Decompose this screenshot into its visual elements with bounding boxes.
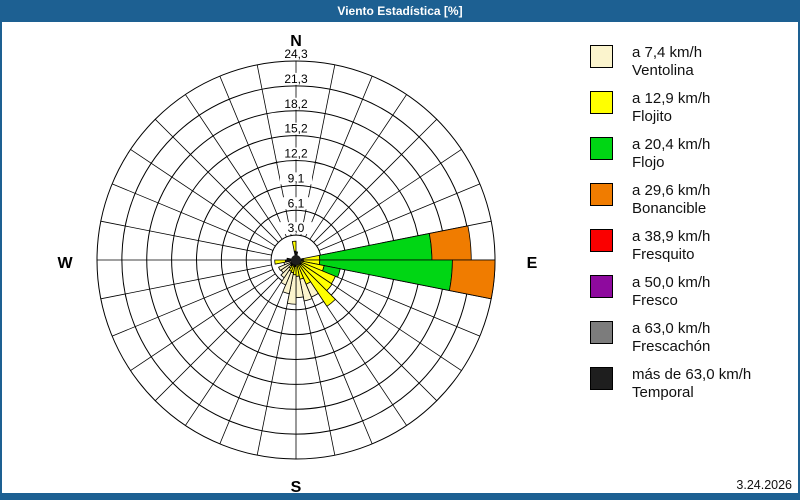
ring-tick-label: 9,1 xyxy=(288,171,305,185)
ring-tick-label: 15,2 xyxy=(284,122,308,136)
ring-tick-label: 6,1 xyxy=(288,196,305,210)
legend-swatch-flojo xyxy=(590,137,613,160)
legend-class-name: Fresquito xyxy=(632,246,695,263)
legend-label-flojito: a 12,9 km/h Flojito xyxy=(632,90,710,126)
window-title: Viento Estadística [%] xyxy=(337,4,463,18)
tick-label-backing xyxy=(280,197,312,210)
tick-label-backing xyxy=(280,172,312,185)
grid-spoke xyxy=(185,280,283,426)
legend-label-temporal: más de 63,0 km/h Temporal xyxy=(632,366,751,402)
wind-rose-chart: 3,0 6,1 9,1 12,2 15,2 18,2 21,3 24,3 N S W E xyxy=(57,33,537,493)
legend-swatch-temporal xyxy=(590,367,613,390)
legend-label-fresquito: a 38,9 km/h Fresquito xyxy=(632,228,710,264)
legend-item-flojo: a 20,4 km/h Flojo xyxy=(590,136,790,182)
compass-north-label: N xyxy=(290,33,302,50)
legend-speed-label: más de 63,0 km/h xyxy=(632,366,752,383)
rose-center-hub xyxy=(291,255,301,265)
grid-spoke xyxy=(100,220,272,256)
grid-spoke xyxy=(318,183,481,251)
grid-spoke xyxy=(100,264,272,300)
grid-spoke xyxy=(300,284,336,456)
legend-label-flojo: a 20,4 km/h Flojo xyxy=(632,136,710,172)
grid-spoke xyxy=(305,75,373,238)
legend-swatch-frescachon xyxy=(590,321,613,344)
ring-tick-label: 18,2 xyxy=(284,97,308,111)
legend-class-name: Bonancible xyxy=(632,200,707,217)
ring-tick-label: 24,3 xyxy=(284,47,308,61)
legend-item-temporal: más de 63,0 km/h Temporal xyxy=(590,366,790,412)
tick-label-backing xyxy=(280,48,312,60)
grid-spoke xyxy=(256,284,292,456)
wind-petal-segment-flojo xyxy=(318,233,433,261)
grid-spoke xyxy=(219,75,287,238)
grid-spoke xyxy=(111,183,274,251)
grid-spoke xyxy=(219,282,287,445)
compass-east-label: E xyxy=(527,255,538,272)
legend-class-name: Fresco xyxy=(632,292,678,309)
compass-labels: N S W E xyxy=(57,33,537,493)
radial-tick-labels: 3,0 6,1 9,1 12,2 15,2 18,2 21,3 24,3 xyxy=(280,47,312,235)
tick-label-backing xyxy=(280,147,312,160)
wind-petal-segment-flojo xyxy=(318,259,453,291)
wind-petals xyxy=(274,225,496,307)
legend-class-name: Ventolina xyxy=(632,62,694,79)
legend-class-name: Temporal xyxy=(632,384,694,401)
legend-label-ventolina: a 7,4 km/h Ventolina xyxy=(632,44,702,80)
grid-spoke xyxy=(130,273,276,371)
legend-speed-label: a 12,9 km/h xyxy=(632,90,711,107)
ring-tick-label: 12,2 xyxy=(284,147,308,161)
legend-item-bonancible: a 29,6 km/h Bonancible xyxy=(590,182,790,228)
legend-speed-label: a 50,0 km/h xyxy=(632,274,711,291)
legend-item-fresco: a 50,0 km/h Fresco xyxy=(590,274,790,320)
title-bar: Viento Estadística [%] xyxy=(2,0,798,22)
grid-spoke xyxy=(155,277,279,401)
legend-speed-label: a 7,4 km/h xyxy=(632,44,703,61)
legend-swatch-ventolina xyxy=(590,45,613,68)
legend-label-frescachon: a 63,0 km/h Frescachón xyxy=(632,320,710,356)
grid-spoke xyxy=(111,269,274,337)
legend-speed-label: a 20,4 km/h xyxy=(632,136,711,153)
grid-spoke xyxy=(318,269,481,337)
compass-west-label: W xyxy=(57,255,73,272)
status-date: 3.24.2026 xyxy=(736,478,792,492)
wind-petal-segment-flojito xyxy=(291,240,297,252)
wind-speed-legend: a 7,4 km/h Ventolina a 12,9 km/h Flojito a 2… xyxy=(590,44,790,412)
grid-spoke xyxy=(130,149,276,247)
legend-swatch-bonancible xyxy=(590,183,613,206)
grid-spoke xyxy=(316,149,462,247)
legend-swatch-fresco xyxy=(590,275,613,298)
ring-tick-label: 21,3 xyxy=(284,72,308,86)
grid-spoke xyxy=(309,94,407,240)
grid-spoke xyxy=(316,273,462,371)
legend-item-fresquito: a 38,9 km/h Fresquito xyxy=(590,228,790,274)
tick-label-backing xyxy=(280,97,312,110)
grid-spoke xyxy=(305,282,373,445)
wind-petal-segment-bonancible xyxy=(448,259,496,300)
tick-label-backing xyxy=(280,72,312,85)
ring-tick-label: 3,0 xyxy=(288,221,305,235)
legend-swatch-flojito xyxy=(590,91,613,114)
grid-spoke xyxy=(185,94,283,240)
legend-item-ventolina: a 7,4 km/h Ventolina xyxy=(590,44,790,90)
compass-south-label: S xyxy=(291,479,302,493)
legend-item-flojito: a 12,9 km/h Flojito xyxy=(590,90,790,136)
tick-label-backing xyxy=(280,122,312,135)
legend-class-name: Flojito xyxy=(632,108,673,125)
grid-spoke xyxy=(155,119,279,243)
legend-speed-label: a 29,6 km/h xyxy=(632,182,711,199)
legend-swatch-fresquito xyxy=(590,229,613,252)
status-bar xyxy=(2,493,798,500)
legend-class-name: Flojo xyxy=(632,154,665,171)
legend-label-fresco: a 50,0 km/h Fresco xyxy=(632,274,710,310)
legend-class-name: Frescachón xyxy=(632,338,711,355)
legend-item-frescachon: a 63,0 km/h Frescachón xyxy=(590,320,790,366)
grid-spoke xyxy=(313,119,437,243)
wind-petal-segment-bonancible xyxy=(428,225,472,261)
legend-speed-label: a 38,9 km/h xyxy=(632,228,711,245)
legend-label-bonancible: a 29,6 km/h Bonancible xyxy=(632,182,710,218)
tick-label-backing xyxy=(280,222,312,235)
legend-speed-label: a 63,0 km/h xyxy=(632,320,711,337)
